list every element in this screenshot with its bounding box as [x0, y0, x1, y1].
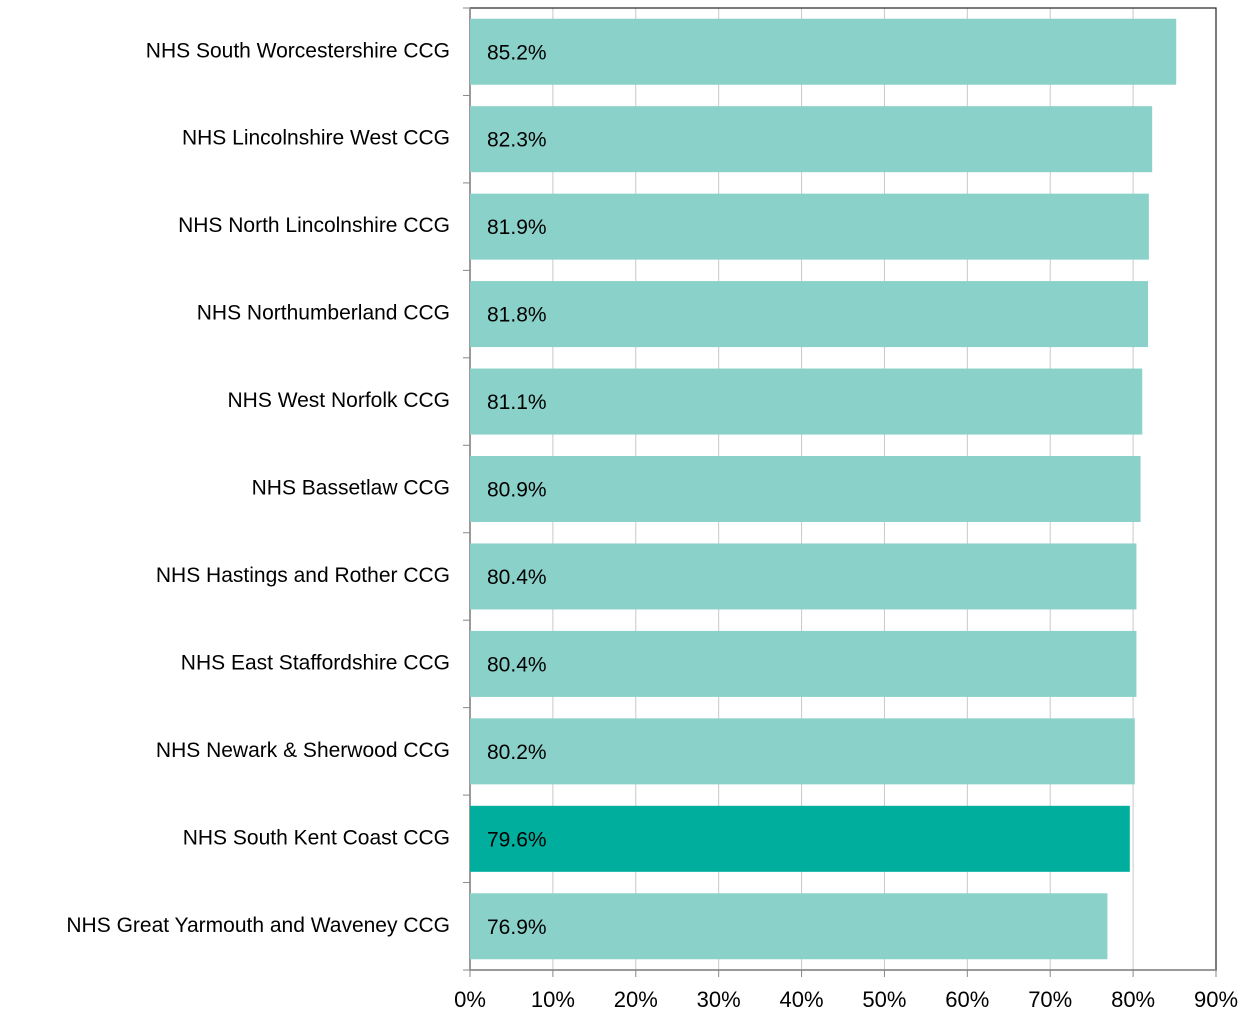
value-label: 85.2% — [487, 41, 547, 64]
x-tick-label: 60% — [945, 987, 989, 1012]
bar — [470, 18, 1177, 85]
x-tick-label: 50% — [862, 987, 906, 1012]
value-label: 81.8% — [487, 304, 547, 327]
x-tick-label: 30% — [697, 987, 741, 1012]
bar — [470, 543, 1137, 610]
bar — [470, 106, 1153, 173]
x-tick-label: 20% — [614, 987, 658, 1012]
y-tick-label: NHS East Staffordshire CCG — [181, 651, 450, 674]
bar — [470, 630, 1137, 697]
value-label: 82.3% — [487, 129, 547, 152]
value-label: 80.2% — [487, 741, 547, 764]
y-tick-label: NHS North Lincolnshire CCG — [178, 214, 450, 237]
x-tick-label: 80% — [1111, 987, 1155, 1012]
value-label: 80.4% — [487, 653, 547, 676]
bar — [470, 368, 1143, 435]
value-label: 81.9% — [487, 216, 547, 239]
y-tick-label: NHS Hastings and Rother CCG — [156, 564, 450, 587]
x-tick-label: 0% — [454, 987, 486, 1012]
y-tick-label: NHS Northumberland CCG — [197, 302, 450, 325]
bar — [470, 281, 1149, 348]
y-tick-label: NHS South Worcestershire CCG — [146, 39, 450, 62]
y-tick-label: NHS Great Yarmouth and Waveney CCG — [66, 914, 450, 937]
value-label: 81.1% — [487, 391, 547, 414]
y-tick-label: NHS Bassetlaw CCG — [252, 477, 450, 500]
value-label: 76.9% — [487, 916, 547, 939]
y-tick-label: NHS South Kent Coast CCG — [183, 826, 450, 849]
bar — [470, 718, 1135, 785]
bar — [470, 893, 1108, 960]
value-label: 80.4% — [487, 566, 547, 589]
x-tick-label: 70% — [1028, 987, 1072, 1012]
x-tick-label: 10% — [531, 987, 575, 1012]
y-tick-label: NHS West Norfolk CCG — [228, 389, 450, 412]
y-tick-label: NHS Lincolnshire West CCG — [182, 127, 450, 150]
x-tick-label: 90% — [1194, 987, 1238, 1012]
bar — [470, 805, 1130, 872]
value-label: 79.6% — [487, 828, 547, 851]
value-label: 80.9% — [487, 479, 547, 502]
x-tick-label: 40% — [780, 987, 824, 1012]
bar — [470, 456, 1141, 522]
bar — [470, 193, 1149, 260]
y-tick-label: NHS Newark & Sherwood CCG — [156, 739, 450, 762]
